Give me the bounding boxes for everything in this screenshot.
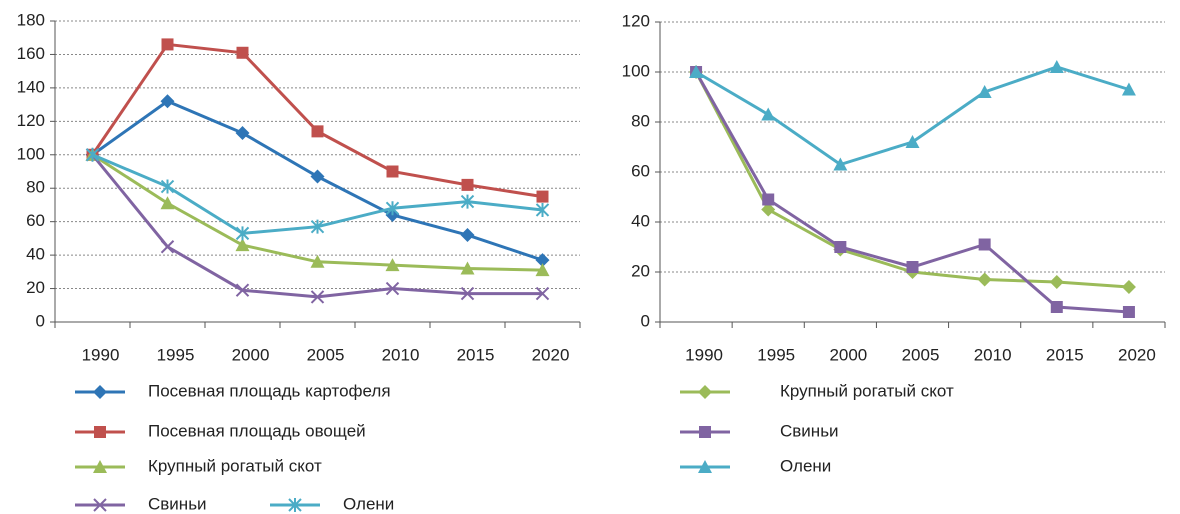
marker <box>385 281 400 296</box>
y-tick-label: 180 <box>17 10 45 29</box>
y-tick-label: 120 <box>622 11 650 30</box>
y-tick-label: 0 <box>36 311 45 330</box>
line <box>694 71 1130 289</box>
marker <box>535 286 550 301</box>
marker <box>386 165 399 178</box>
marker <box>698 385 712 399</box>
marker <box>235 126 250 141</box>
x-tick-label: 1990 <box>82 345 120 364</box>
legend-label: Свиньи <box>780 421 839 440</box>
marker <box>460 286 475 301</box>
x-tick-label: 2010 <box>382 345 420 364</box>
marker <box>461 178 474 191</box>
y-tick-label: 20 <box>26 278 45 297</box>
marker <box>761 107 776 121</box>
marker <box>161 38 174 51</box>
marker <box>977 85 992 98</box>
marker <box>833 157 848 171</box>
y-tick-label: 20 <box>631 261 650 280</box>
legend-label: Олени <box>780 456 831 475</box>
marker <box>1122 306 1135 318</box>
marker <box>762 193 775 206</box>
x-tick-label: 1990 <box>685 345 723 364</box>
marker <box>310 219 325 234</box>
y-tick-label: 60 <box>26 211 45 230</box>
x-tick-label: 2020 <box>1118 345 1156 364</box>
marker <box>310 254 325 268</box>
legend-label: Посевная площадь картофеля <box>148 381 391 400</box>
marker <box>311 125 324 138</box>
x-tick-label: 2015 <box>1046 345 1084 364</box>
x-tick-label: 2005 <box>902 345 940 364</box>
marker <box>1121 280 1136 294</box>
marker <box>310 169 325 184</box>
legend-label: Крупный рогатый скот <box>780 381 954 400</box>
marker <box>698 460 712 473</box>
legend-label: Свиньи <box>148 494 207 513</box>
y-tick-label: 160 <box>17 44 45 63</box>
y-tick-label: 120 <box>17 111 45 130</box>
marker <box>93 460 107 473</box>
marker <box>288 498 302 512</box>
marker <box>977 272 992 287</box>
marker <box>235 283 250 297</box>
y-tick-label: 100 <box>622 61 650 80</box>
y-tick-label: 40 <box>631 211 650 230</box>
marker <box>535 202 550 217</box>
legend-label: Посевная площадь овощей <box>148 421 366 440</box>
marker <box>978 238 991 251</box>
marker <box>385 258 400 272</box>
marker <box>1050 301 1063 313</box>
marker <box>385 201 400 216</box>
marker <box>535 253 550 268</box>
legend-label: Олени <box>343 494 394 513</box>
marker <box>460 228 475 243</box>
marker <box>1121 82 1136 96</box>
marker <box>85 147 100 162</box>
marker <box>689 65 704 78</box>
marker <box>160 179 175 194</box>
marker <box>536 190 549 203</box>
marker <box>236 46 249 59</box>
y-tick-label: 40 <box>26 245 45 264</box>
marker <box>235 226 250 241</box>
marker <box>761 202 776 217</box>
y-tick-label: 60 <box>631 161 650 180</box>
marker <box>310 290 325 304</box>
marker <box>1049 60 1064 73</box>
marker <box>535 263 550 277</box>
x-tick-label: 2010 <box>974 345 1012 364</box>
y-tick-label: 80 <box>631 111 650 130</box>
y-tick-label: 140 <box>17 77 45 96</box>
marker <box>160 240 175 254</box>
legend-label: Крупный рогатый скот <box>148 456 322 475</box>
x-tick-label: 2000 <box>232 345 270 364</box>
x-tick-label: 2005 <box>307 345 345 364</box>
marker <box>834 241 847 253</box>
y-tick-label: 0 <box>641 311 650 330</box>
marker <box>1049 275 1064 289</box>
marker <box>93 385 107 399</box>
line <box>695 65 1130 167</box>
y-tick-label: 80 <box>26 178 45 197</box>
marker <box>699 426 711 438</box>
x-tick-label: 2000 <box>829 345 867 364</box>
marker <box>460 194 475 209</box>
marker <box>160 196 175 210</box>
x-tick-label: 1995 <box>157 345 195 364</box>
y-tick-label: 100 <box>17 144 45 163</box>
marker <box>460 261 475 275</box>
x-tick-label: 2015 <box>457 345 495 364</box>
marker <box>93 498 107 512</box>
marker <box>906 261 919 273</box>
marker <box>905 135 920 148</box>
marker <box>160 94 175 109</box>
x-tick-label: 2020 <box>532 345 570 364</box>
x-tick-label: 1995 <box>757 345 795 364</box>
marker <box>235 238 250 252</box>
marker <box>94 426 106 438</box>
